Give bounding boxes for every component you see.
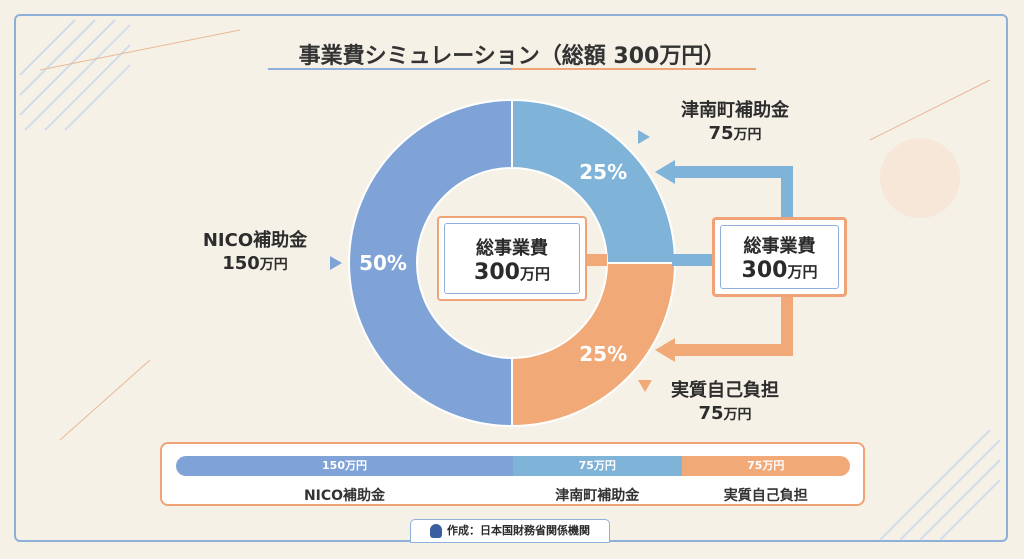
right-box-title: 総事業費 [743,236,816,257]
label-nico: NICO補助金 150万円 [180,230,330,275]
pointer-self-icon [638,380,652,392]
slice-town [511,98,677,264]
percent-label: 25% [579,342,627,366]
footer-credit: 作成：日本国財務省関係機関 [410,519,610,543]
right-total-box: 総事業費 300万円 [712,217,847,297]
breakdown-bar-panel: 150万円 75万円 75万円 NICO補助金 津南町補助金 実質自己負担 [160,442,865,506]
slice-nico [348,98,513,428]
right-box-inner-border [720,225,839,289]
bar-segment: 150万円 [176,456,513,476]
bar-category-label: NICO補助金 [303,488,386,504]
center-box-amount: 300万円 [474,260,550,285]
pointer-town-icon [638,130,650,144]
arrow-to-town-icon [655,160,675,184]
bar-segment: 75万円 [681,456,850,476]
pointer-nico-icon [330,256,342,270]
center-total-box: 総事業費 300万円 [437,216,587,301]
emblem-icon [430,524,442,538]
page-title: 事業費シミュレーション（総額 300万円） [298,44,726,69]
label-self: 実質自己負担 75万円 [640,380,810,425]
bar-category-label: 津南町補助金 [555,488,640,504]
title-underline [268,68,756,70]
right-box-amount: 300万円 [741,258,818,283]
footer-text: 作成：日本国財務省関係機関 [447,524,590,537]
label-town: 津南町補助金 75万円 [650,100,820,145]
arrow-to-self-icon [655,338,675,362]
bar-category-label: 実質自己負担 [723,488,808,504]
percent-label: 50% [359,251,407,275]
label-self-name: 実質自己負担 [671,380,779,401]
slice-self [511,262,677,428]
label-self-amount: 75万円 [698,402,752,424]
center-box-title: 総事業費 [476,238,548,259]
label-nico-name: NICO補助金 [202,230,308,251]
label-town-amount: 75万円 [708,122,762,144]
bar-segment: 75万円 [513,456,682,476]
breakdown-bar: 150万円 75万円 75万円 [176,456,850,476]
label-town-name: 津南町補助金 [681,100,789,121]
center-box-inner-border [444,223,580,294]
label-nico-amount: 150万円 [222,252,288,274]
percent-label: 25% [579,160,627,184]
